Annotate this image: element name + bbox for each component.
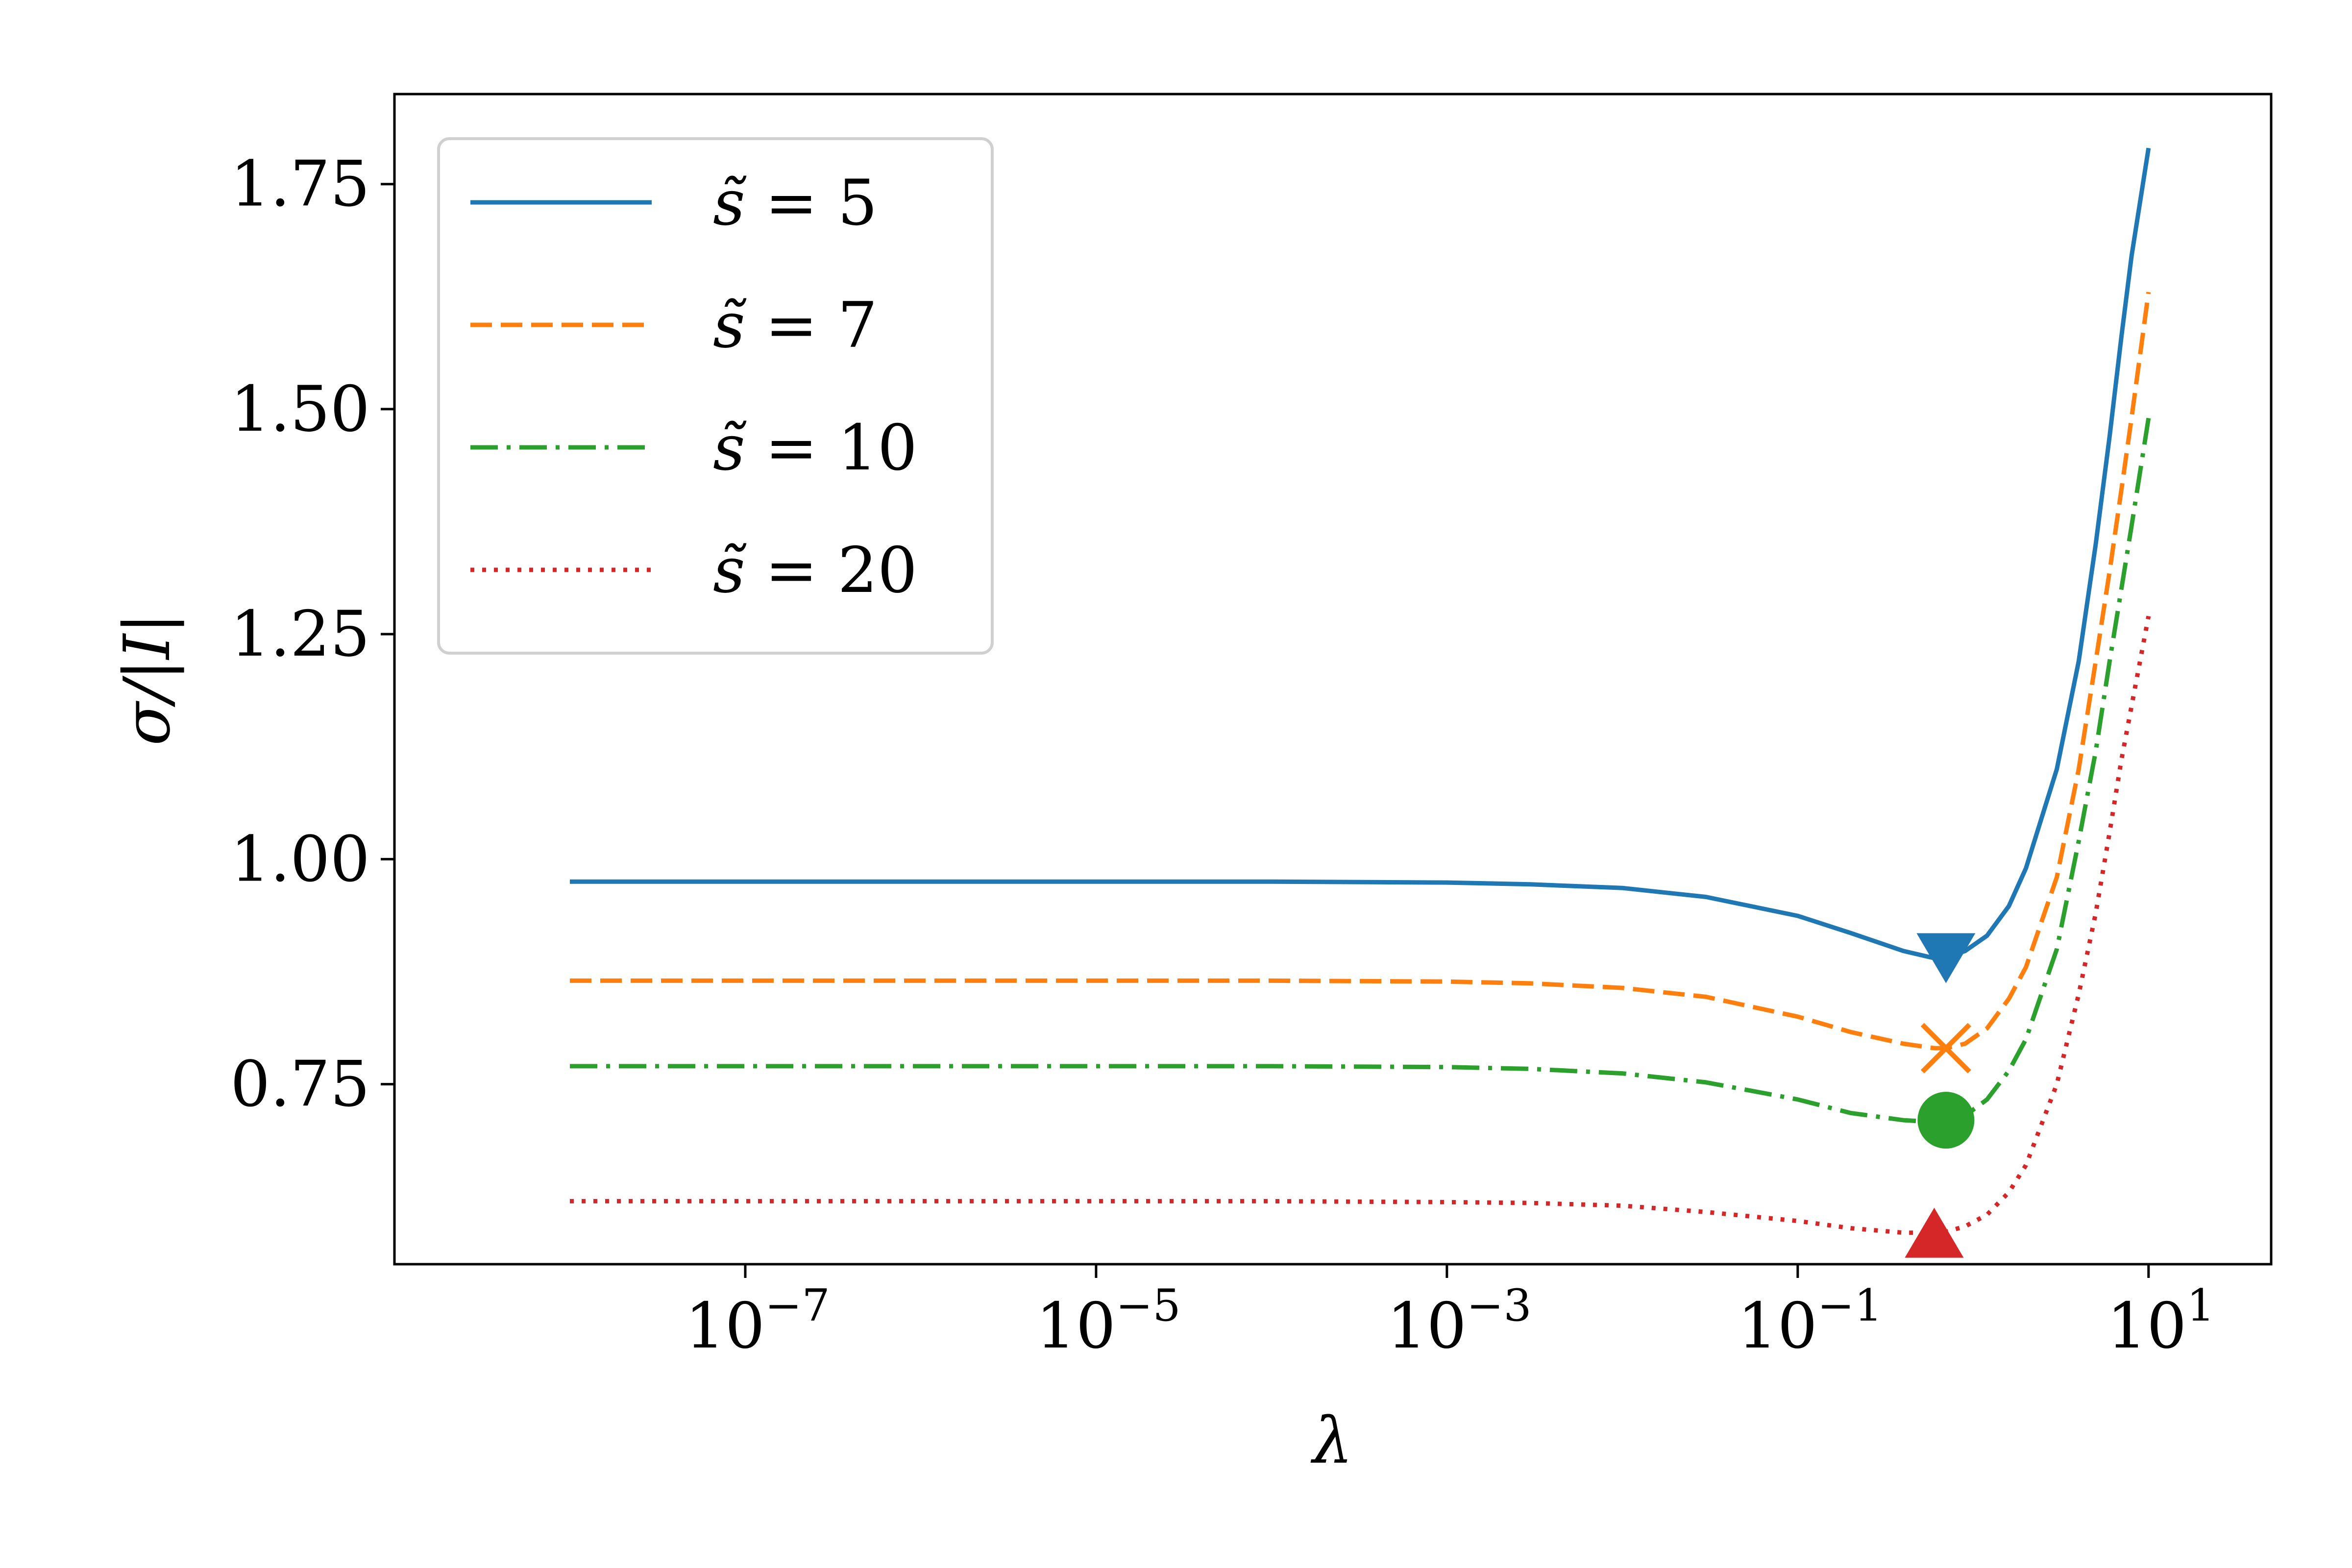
min-marker-4	[1905, 1207, 1964, 1258]
x-tick-label: 10−1	[1738, 1280, 1883, 1363]
legend-variable: s̃	[713, 167, 747, 240]
legend-label-2: s̃ = 7	[713, 289, 878, 362]
series-line-4	[570, 615, 2151, 1235]
legend-variable: s̃	[713, 289, 747, 362]
x-tick-label: 101	[2107, 1280, 2215, 1363]
y-axis: 0.75 1.00 1.25 1.50 1.75	[230, 148, 394, 1121]
x-tick-base: 10	[1738, 1290, 1817, 1363]
legend-label-1: s̃ = 5	[713, 167, 878, 240]
y-tick-label: 1.75	[230, 148, 370, 221]
legend-equals: =	[745, 167, 838, 240]
y-tick-label: 1.50	[230, 373, 370, 446]
legend-label-3: s̃ = 10	[713, 412, 917, 485]
x-tick-exponent: 1	[2187, 1280, 2215, 1331]
y-axis-label: σ/|I|	[110, 612, 184, 746]
x-tick-exponent: −1	[1817, 1280, 1883, 1331]
legend-value: 10	[837, 412, 917, 485]
x-tick-label: 10−3	[1387, 1280, 1532, 1363]
min-marker-1	[1916, 933, 1976, 983]
x-axis-label: λ	[1310, 1403, 1353, 1478]
plot-frame	[393, 93, 2273, 1266]
legend-equals: =	[745, 412, 838, 485]
x-tick-base: 10	[2107, 1290, 2187, 1363]
x-tick-base: 10	[1036, 1290, 1116, 1363]
x-tick-label: 10−5	[1036, 1280, 1181, 1363]
legend-variable: s̃	[713, 412, 747, 485]
marker-layer	[1905, 933, 1976, 1258]
min-marker-2	[1920, 1023, 1971, 1074]
legend-equals: =	[745, 289, 838, 362]
y-tick-label: 1.00	[230, 823, 370, 896]
x-axis: 10−7 10−5 10−3 10−1 101	[685, 1264, 2215, 1363]
x-tick-label: 10−7	[685, 1280, 830, 1363]
min-marker-3	[1917, 1092, 1975, 1149]
legend: s̃ = 5s̃ = 7s̃ = 10s̃ = 20	[437, 137, 994, 655]
legend-value: 20	[837, 534, 917, 607]
legend-value: 5	[837, 167, 877, 240]
x-tick-base: 10	[685, 1290, 765, 1363]
legend-variable: s̃	[713, 534, 747, 607]
legend-equals: =	[745, 534, 838, 607]
y-tick-label: 1.25	[230, 598, 370, 671]
x-tick-exponent: −7	[765, 1280, 830, 1331]
y-tick-label: 0.75	[230, 1048, 370, 1121]
x-tick-exponent: −3	[1467, 1280, 1532, 1331]
legend-label-4: s̃ = 20	[713, 534, 917, 607]
legend-box	[437, 137, 994, 655]
x-tick-exponent: −5	[1116, 1280, 1181, 1331]
x-tick-base: 10	[1387, 1290, 1467, 1363]
legend-value: 7	[837, 289, 877, 362]
